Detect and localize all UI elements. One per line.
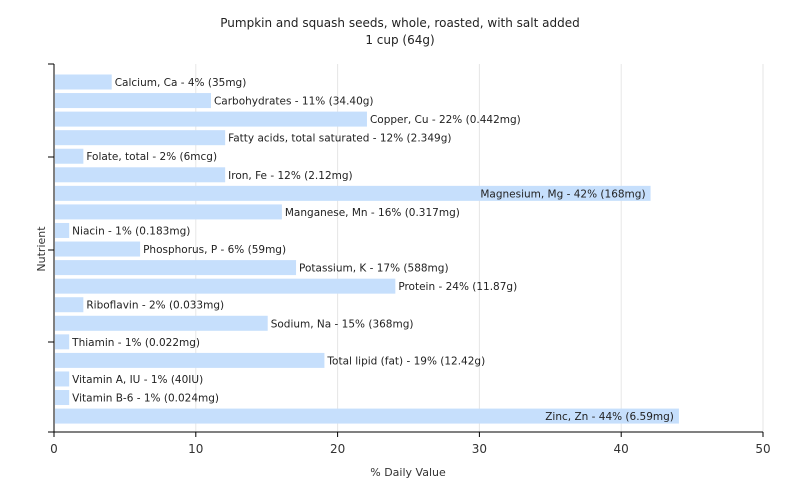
- bars-group: Calcium, Ca - 4% (35mg) Carbohydrates - 1…: [55, 74, 679, 424]
- bar: [55, 111, 367, 127]
- bar: [55, 148, 84, 164]
- bar: [55, 371, 70, 387]
- bar-label: Zinc, Zn - 44% (6.59mg): [545, 411, 674, 423]
- x-tick-label: 30: [472, 442, 487, 456]
- x-tick-label: 10: [188, 442, 203, 456]
- x-tick-label: 50: [755, 442, 770, 456]
- bar-label: Total lipid (fat) - 19% (12.42g): [326, 355, 485, 367]
- bar-label: Thiamin - 1% (0.022mg): [71, 337, 200, 349]
- chart-title: Pumpkin and squash seeds, whole, roasted…: [220, 16, 579, 30]
- bar: [55, 93, 211, 109]
- x-tick-label: 40: [614, 442, 629, 456]
- bar: [55, 408, 679, 424]
- bar-label: Protein - 24% (11.87g): [398, 281, 517, 293]
- bar-label: Phosphorus, P - 6% (59mg): [143, 244, 286, 256]
- bar-label: Folate, total - 2% (6mcg): [86, 151, 217, 163]
- bar: [55, 74, 112, 90]
- bar: [55, 260, 297, 276]
- bar-label: Magnesium, Mg - 42% (168mg): [480, 188, 645, 200]
- bar: [55, 241, 141, 257]
- x-tick-label: 0: [50, 442, 58, 456]
- bar: [55, 278, 396, 294]
- bar-label: Sodium, Na - 15% (368mg): [271, 318, 414, 330]
- y-axis-label: Nutrient: [35, 226, 48, 272]
- bar: [55, 352, 325, 368]
- bar: [55, 185, 651, 201]
- bar: [55, 334, 70, 350]
- bar-label: Vitamin A, IU - 1% (40IU): [72, 374, 203, 386]
- bar-label: Calcium, Ca - 4% (35mg): [115, 77, 247, 89]
- chart-subtitle: 1 cup (64g): [365, 33, 434, 47]
- bar: [55, 297, 84, 313]
- bar-label: Vitamin B-6 - 1% (0.024mg): [72, 393, 219, 405]
- bar-label: Niacin - 1% (0.183mg): [72, 225, 190, 237]
- bar-label: Manganese, Mn - 16% (0.317mg): [285, 207, 460, 219]
- bar: [55, 130, 226, 146]
- bar-label: Fatty acids, total saturated - 12% (2.34…: [228, 133, 451, 145]
- bar: [55, 222, 70, 238]
- bar: [55, 204, 282, 220]
- bar-label: Copper, Cu - 22% (0.442mg): [370, 114, 521, 126]
- bar-label: Potassium, K - 17% (588mg): [299, 263, 449, 275]
- bar-label: Carbohydrates - 11% (34.40g): [214, 96, 374, 108]
- axes-group: 0 10 20 30 40 50: [48, 63, 771, 456]
- bar: [55, 390, 70, 406]
- x-tick-label: 20: [330, 442, 345, 456]
- bar-label: Riboflavin - 2% (0.033mg): [86, 300, 224, 312]
- x-axis-label: % Daily Value: [370, 466, 446, 479]
- bar-label: Iron, Fe - 12% (2.12mg): [228, 170, 352, 182]
- bar: [55, 167, 226, 183]
- bar: [55, 315, 268, 331]
